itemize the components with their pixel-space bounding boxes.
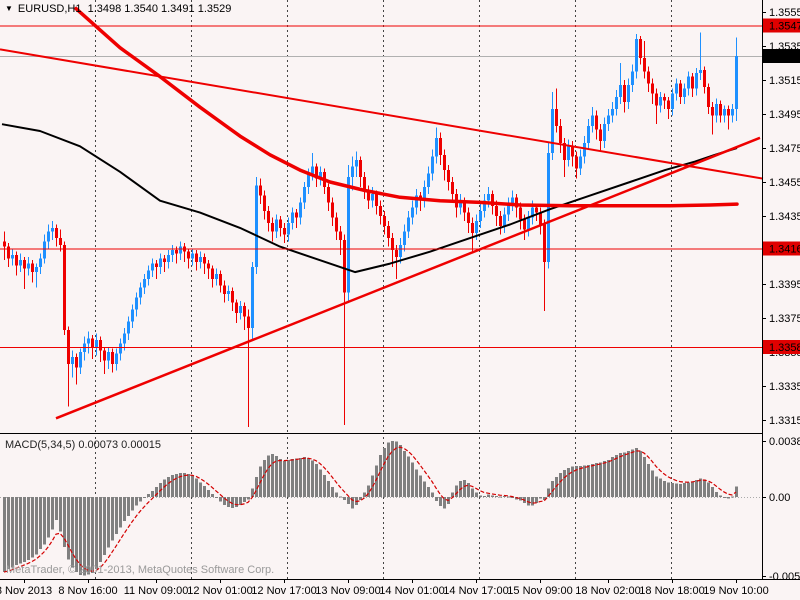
pane-frame: [0, 0, 800, 580]
time-tick-label: 13 Nov 09:00: [315, 585, 380, 597]
time-tick-label: 11 Nov 09:00: [124, 585, 189, 597]
price-tick-label: 1.3515: [769, 75, 800, 87]
indicator-label: MACD(5,34,5) 0.00073 0.00015: [5, 439, 161, 451]
price-tick-label: 1.3375: [769, 313, 800, 325]
trendline-descending[interactable]: [0, 48, 764, 180]
candles-layer[interactable]: [3, 32, 738, 427]
time-tick-label: 12 Nov 01:00: [187, 585, 252, 597]
macd-axis[interactable]: 0.00388 0.00 -0.00546: [762, 436, 800, 583]
symbol-title: ▼ EURUSD,H1 1.3498 1.3540 1.3491 1.3529: [5, 3, 231, 15]
time-tick-label: 19 Nov 10:00: [703, 585, 768, 597]
macd-tick-label: 0.00: [769, 492, 790, 504]
macd-histogram[interactable]: [3, 441, 738, 576]
horizontal-levels[interactable]: [0, 25, 762, 348]
current-price-badge: [763, 49, 800, 64]
ma-red-line[interactable]: [74, 6, 739, 208]
price-tick-label: 1.3395: [769, 279, 800, 291]
ma-black-line[interactable]: [1, 123, 738, 274]
macd-tick-label: -0.00546: [769, 571, 800, 583]
price-tick-label: 1.3455: [769, 177, 800, 189]
price-tick-label: 1.3435: [769, 211, 800, 223]
time-tick-label: 14 Nov 01:00: [379, 585, 444, 597]
price-badge-label: 1.3358: [769, 342, 800, 354]
price-tick-label: 1.3495: [769, 109, 800, 121]
time-tick-label: 15 Nov 09:00: [507, 585, 572, 597]
time-tick-label: 8 Nov 16:00: [58, 585, 117, 597]
chart-dropdown-icon[interactable]: ▼: [5, 4, 13, 13]
level-price-badge: [763, 241, 800, 256]
price-badge-label: 1.3416: [769, 243, 800, 255]
symbol-ohlc-text: EURUSD,H1 1.3498 1.3540 1.3491 1.3529: [17, 3, 232, 15]
price-badges: 1.3547 1.3529 1.3416 1.3358: [763, 18, 800, 354]
level-price-badge: [763, 339, 800, 354]
macd-signal-line[interactable]: [3, 446, 737, 573]
price-badge-label: 1.3547: [769, 21, 800, 33]
price-tick-label: 1.3315: [769, 415, 800, 427]
time-tick-label: 18 Nov 18:00: [639, 585, 704, 597]
price-tick-label: 1.3475: [769, 143, 800, 155]
level-price-badge: [763, 18, 800, 33]
price-tick-label: 1.3335: [769, 381, 800, 393]
time-tick-label: 18 Nov 02:00: [575, 585, 640, 597]
watermark: MetaTrader, © 2001-2013, MetaQuotes Soft…: [6, 564, 275, 576]
trendline-ascending[interactable]: [55, 136, 761, 420]
macd-tick-label: 0.00388: [769, 436, 800, 448]
time-tick-label: 8 Nov 2013: [0, 585, 52, 597]
price-badge-label: 1.3529: [769, 51, 800, 63]
time-tick-label: 12 Nov 17:00: [251, 585, 316, 597]
time-tick-label: 14 Nov 17:00: [443, 585, 508, 597]
price-tick-label: 1.3555: [769, 7, 800, 19]
